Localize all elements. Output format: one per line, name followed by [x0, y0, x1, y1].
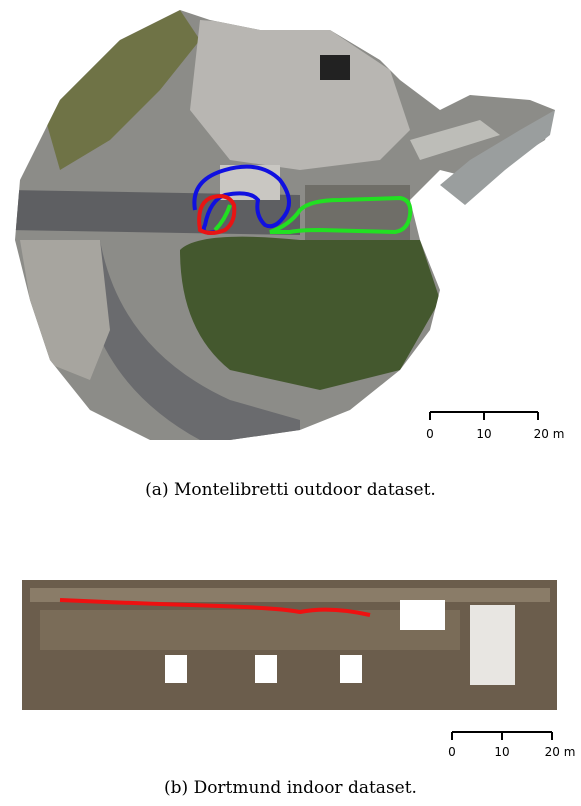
- road: [15, 190, 300, 235]
- indoor-point-cloud-map: 0 10 20 m: [22, 580, 576, 759]
- indoor-map-panel: 0 10 20 m: [0, 560, 581, 760]
- scale-tick-label: 20 m: [534, 427, 565, 441]
- interior-region: [40, 610, 460, 650]
- outdoor-map-panel: 0 10 20 m: [15, 10, 565, 441]
- paved-plaza: [190, 20, 410, 170]
- scale-tick-label: 10: [476, 427, 491, 441]
- ramp-structure: [410, 120, 500, 160]
- trajectory-blue: [192, 164, 291, 235]
- green-field: [180, 236, 440, 390]
- scale-tick-label: 20 m: [545, 745, 576, 759]
- trajectory-red: [59, 598, 371, 617]
- void: [165, 655, 187, 683]
- curved-road: [80, 240, 300, 440]
- void: [470, 605, 515, 685]
- wall-top: [30, 588, 550, 602]
- scale-tick-label: 0: [448, 745, 456, 759]
- trajectory-red: [197, 194, 237, 235]
- caption-outdoor-dataset: (a) Montelibretti outdoor dataset.: [145, 480, 436, 500]
- dark-object: [320, 55, 350, 80]
- outdoor-point-cloud-map: 0 10 20 m: [15, 10, 565, 441]
- caption-indoor-dataset: (b) Dortmund indoor dataset.: [164, 778, 417, 798]
- scale-bar: 0 10 20 m: [448, 731, 576, 759]
- concrete-area: [20, 240, 110, 380]
- trajectory-green: [213, 195, 413, 235]
- void: [400, 600, 445, 630]
- void: [255, 655, 277, 683]
- scale-tick-label: 10: [494, 745, 509, 759]
- scale-tick-label: 0: [426, 427, 434, 441]
- grass-area: [40, 10, 200, 170]
- scale-bar: 0 10 20 m: [426, 411, 565, 441]
- detached-structure: [440, 110, 555, 205]
- void: [340, 655, 362, 683]
